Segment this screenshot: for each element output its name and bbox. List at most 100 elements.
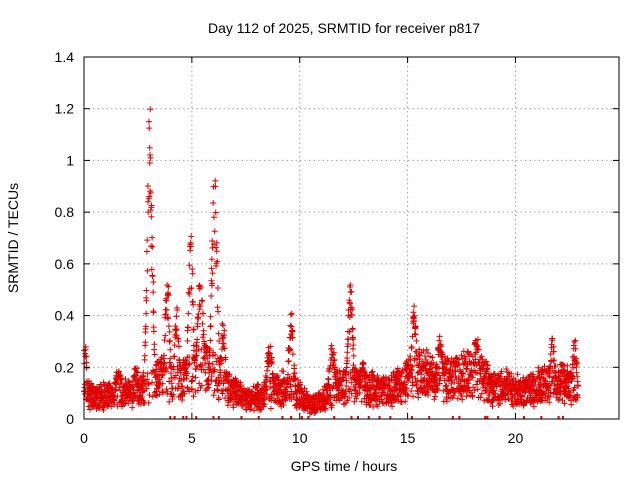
data-point [98,383,105,390]
data-point [573,369,580,376]
data-point [475,336,482,343]
data-point [552,363,559,370]
data-point [549,335,556,342]
data-point [372,397,379,404]
data-point [288,310,295,317]
data-point [468,389,475,396]
data-point [374,372,381,379]
data-point [336,367,343,374]
data-point [465,376,472,383]
data-point [173,325,180,332]
data-point [204,381,211,388]
data-point [144,198,151,205]
data-point [349,325,356,332]
data-point [142,339,149,346]
x-tick-label: 10 [292,430,308,446]
data-point [83,359,90,366]
data-point [172,331,179,338]
data-point [510,403,517,410]
data-point [216,337,223,344]
data-point [193,362,200,369]
data-point [280,401,287,408]
data-point [199,320,206,327]
x-tick-label: 0 [80,430,88,446]
data-point [203,349,210,356]
data-point [213,239,220,246]
data-point [190,301,197,308]
data-point [134,369,141,376]
data-point [200,310,207,317]
data-point [435,387,442,394]
data-point [89,384,96,391]
data-point [214,386,221,393]
data-point [159,389,166,396]
data-point [452,373,459,380]
data-point [415,394,422,401]
data-point [421,374,428,381]
data-point [150,279,157,285]
data-point [550,348,557,355]
data-point [202,387,209,394]
data-point [451,379,458,386]
data-point [111,401,118,408]
data-point [151,346,158,353]
data-point [429,354,436,361]
data-point [220,380,227,387]
data-point [412,323,419,330]
data-point [215,308,222,315]
data-point [143,297,150,304]
data-point [266,350,273,357]
data-point [289,351,296,358]
data-point [360,360,367,367]
data-point [449,394,456,401]
data-point [166,328,173,335]
data-point [436,333,443,340]
data-point [551,357,558,364]
data-point [161,337,168,344]
data-point [414,369,421,376]
data-point [572,345,579,352]
data-point [373,401,380,408]
data-point [547,382,554,389]
data-point [389,403,396,410]
data-point [268,354,275,361]
y-tick-label: 1.4 [55,49,75,65]
y-tick-label: 1 [66,152,74,168]
data-point [199,362,206,369]
data-point [240,385,247,392]
data-point [434,385,441,392]
data-point [324,398,331,405]
data-point [349,306,356,313]
data-point [218,355,225,362]
data-point [437,341,444,348]
data-point [343,383,350,390]
data-point [417,385,424,392]
data-point [416,352,423,359]
data-point [133,368,140,375]
data-point [185,289,192,296]
x-tick-label: 5 [188,430,196,446]
data-point [125,400,132,407]
data-point [170,366,177,373]
data-point [220,322,227,329]
data-point [464,365,471,372]
data-point [394,392,401,399]
data-point [171,342,178,349]
data-point [474,386,481,393]
data-point [469,374,476,381]
data-point [196,306,203,313]
data-point [360,359,367,366]
data-point [161,359,168,366]
data-point [347,289,354,296]
data-point [149,243,156,250]
data-point [472,349,479,356]
data-point [489,381,496,388]
data-point [149,273,156,280]
data-point [478,390,485,397]
data-point [130,384,137,391]
data-point [344,357,351,364]
data-point [220,340,227,347]
data-point [176,343,183,350]
data-point [280,368,287,375]
data-point [189,266,196,273]
